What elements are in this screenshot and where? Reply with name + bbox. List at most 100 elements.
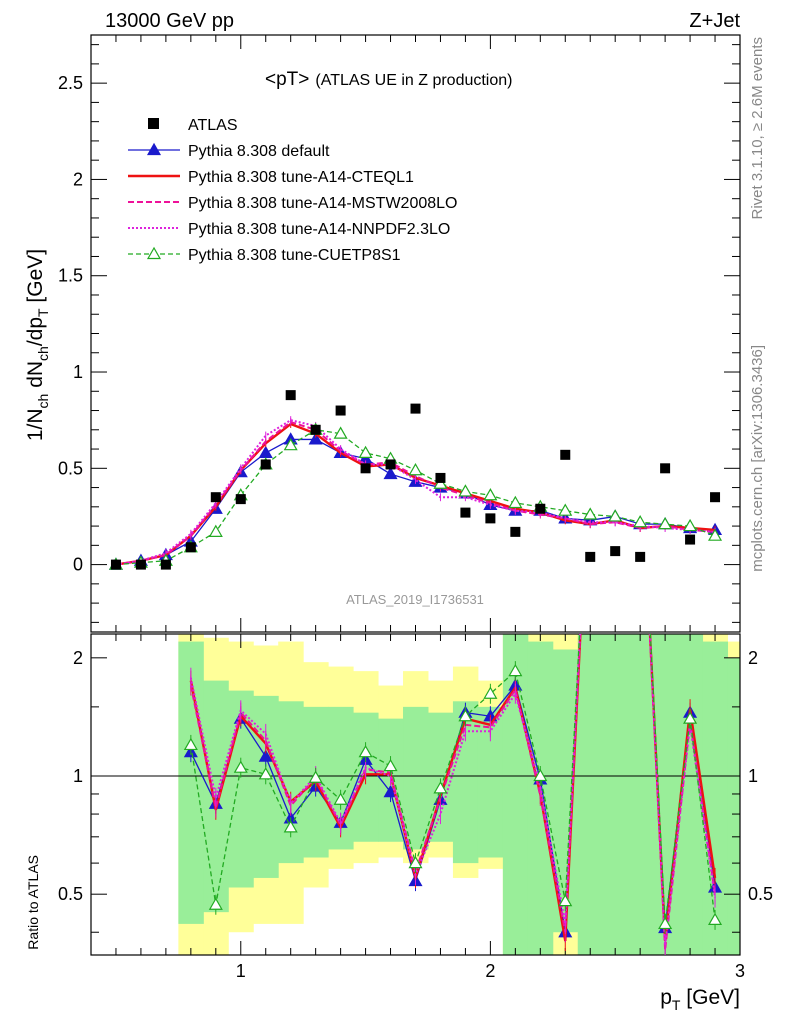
ratio-y-axis-label: Ratio to ATLAS: [25, 855, 41, 950]
atlas-point: [185, 542, 196, 553]
ratio-band-inner: [602, 634, 629, 955]
legend-item: ATLAS: [148, 117, 238, 134]
ratio-band-inner: [702, 641, 729, 955]
series-point: [408, 463, 423, 476]
ratio-point: [233, 760, 248, 773]
ratio-point: [258, 749, 273, 762]
ratio-line: [190, 634, 716, 924]
atlas-point: [560, 449, 571, 460]
series-point: [708, 528, 723, 541]
ratio-point: [283, 820, 298, 833]
x-tick-label: 1: [236, 961, 246, 981]
atlas-point: [485, 513, 496, 524]
legend-label: Pythia 8.308 tune-A14-NNPDF2.3LO: [188, 221, 450, 238]
ratio-point: [433, 781, 448, 794]
ratio-point: [208, 897, 223, 910]
y-tick-label: 1.5: [58, 266, 83, 286]
ratio-y-tick-label: 2: [73, 648, 83, 668]
side-label-top: Rivet 3.1.10, ≥ 2.6M events: [749, 37, 766, 220]
atlas-point: [585, 551, 596, 562]
atlas-point: [360, 463, 371, 474]
atlas-points-group: [110, 390, 721, 570]
x-tick-label: 3: [735, 961, 745, 981]
atlas-point: [460, 507, 471, 518]
ratio-line: [189, 634, 717, 946]
analysis-label: ATLAS_2019_I1736531: [346, 592, 484, 607]
legend-marker-triangle: [146, 246, 162, 260]
ratio-point: [458, 709, 473, 722]
series-point: [333, 426, 348, 439]
ratio-band-inner: [403, 706, 429, 850]
ratio-point: [408, 855, 423, 869]
atlas-point: [210, 492, 221, 503]
series-point: [558, 503, 573, 516]
atlas-point: [685, 534, 696, 545]
legend-item: Pythia 8.308 tune-A14-NNPDF2.3LO: [128, 221, 450, 238]
legend-label: Pythia 8.308 tune-A14-MSTW2008LO: [188, 195, 457, 212]
x-axis-label: pT [GeV]: [660, 986, 740, 1013]
y-tick-label: 1: [73, 362, 83, 382]
atlas-point: [385, 459, 396, 470]
ratio-line: [189, 634, 717, 942]
legend-item: Pythia 8.308 tune-A14-CTEQL1: [128, 169, 414, 186]
series-point: [208, 524, 223, 537]
ratio-band-inner: [627, 634, 654, 955]
atlas-point: [135, 559, 146, 570]
ratio-point: [558, 893, 573, 907]
ratio-y-tick-label-right: 0.5: [748, 884, 773, 904]
series-line: [115, 419, 716, 566]
ratio-point: [658, 916, 673, 930]
atlas-point: [310, 424, 321, 435]
legend-label: Pythia 8.308 default: [188, 143, 330, 160]
ratio-point: [508, 663, 523, 677]
atlas-point: [235, 494, 246, 505]
legend-item: Pythia 8.308 default: [128, 142, 330, 160]
series-line: [115, 422, 716, 566]
ratio-y-tick-label-right: 2: [748, 648, 758, 668]
atlas-point: [285, 390, 296, 401]
ratio-point: [358, 744, 373, 758]
series-point: [308, 432, 323, 445]
atlas-point: [335, 405, 346, 416]
y-tick-label: 2: [73, 169, 83, 189]
ratio-series-group: [183, 634, 723, 955]
y-tick-label: 0: [73, 555, 83, 575]
series-point: [433, 476, 448, 489]
ratio-point: [333, 792, 348, 805]
ratio-y-tick-label: 0.5: [58, 884, 83, 904]
svg-text:1/Nch dNch/dpT [GeV]: 1/Nch dNch/dpT [GeV]: [24, 249, 51, 441]
atlas-point: [660, 463, 671, 474]
ratio-point: [383, 758, 398, 772]
legend-item: Pythia 8.308 tune-A14-MSTW2008LO: [128, 195, 457, 212]
series-point: [483, 488, 498, 501]
series-point: [283, 437, 298, 451]
ratio-point: [533, 768, 548, 782]
y-tick-label: 2.5: [58, 73, 83, 93]
legend: ATLAS Pythia 8.308 default Pythia 8.308 tu…: [128, 117, 457, 264]
ratio-y-tick-label: 1: [73, 766, 83, 786]
axis-ticks: 1 2 3 0 0.5 1 1.5 2 2.5 0.5 0.5 1 1 2 2: [58, 35, 773, 981]
series-line: [115, 438, 716, 566]
series-point: [608, 509, 623, 522]
series-point: [633, 515, 648, 528]
atlas-point: [110, 559, 121, 570]
atlas-point: [410, 403, 421, 414]
main-series-group: [108, 416, 723, 570]
legend-marker-square: [148, 118, 159, 129]
ratio-y-tick-label-right: 1: [748, 766, 758, 786]
series-point: [683, 518, 698, 532]
legend-marker-triangle: [146, 142, 162, 156]
legend-label: ATLAS: [188, 117, 238, 134]
series-point: [383, 466, 398, 480]
atlas-point: [435, 472, 446, 483]
ratio-band-inner: [727, 657, 740, 955]
ratio-point: [483, 686, 498, 699]
main-y-axis-label: 1/Nch dNch/dpT [GeV]: [24, 249, 51, 441]
ratio-band-inner: [652, 634, 679, 955]
ratio-point: [183, 737, 198, 751]
plot-title: <pT> (ATLAS UE in Z production): [265, 69, 512, 90]
header-left: 13000 GeV pp: [105, 10, 234, 32]
atlas-point: [635, 551, 646, 562]
header-right: Z+Jet: [689, 10, 740, 32]
atlas-point: [160, 559, 171, 570]
